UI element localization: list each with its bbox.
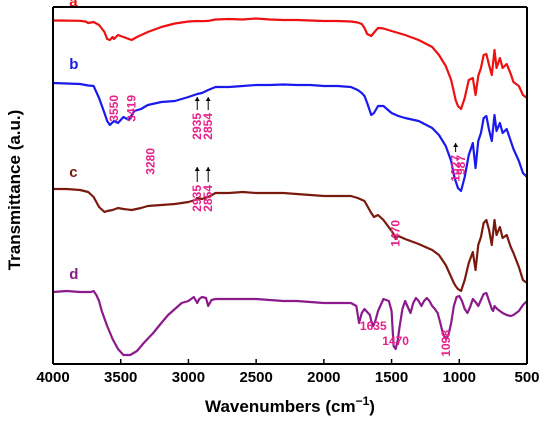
series-label-d: d [69,266,78,283]
annotation-arrowhead [205,167,211,171]
peak-annotation: 1470 [382,334,409,348]
x-ticks: 4000 3500 3000 2500 2000 1500 1000 500 [36,359,540,386]
series-label-c: c [69,164,77,181]
annotation-arrowhead [205,97,211,101]
x-tick-label: 1000 [443,369,476,386]
series-label-b: b [69,56,78,73]
series-line-c [53,187,528,293]
series-line-d [52,289,528,357]
x-tick-label: 500 [514,369,539,386]
series-label-a: a [69,0,78,11]
x-axis-title-main: Wavenumbers (cm [205,397,356,416]
peak-annotation: 3280 [144,148,158,175]
peak-annotation: 2854 [201,113,215,140]
peak-annotation: 2935 [190,185,204,212]
y-axis-title: Transmittance (a.u.) [5,110,24,271]
x-tick-label: 2500 [239,369,272,386]
peak-annotation: 2935 [190,113,204,140]
x-tick-label: 3500 [104,369,137,386]
x-tick-label: 3000 [172,369,205,386]
peak-annotation: 1470 [389,220,403,247]
series-layer: a b c d [52,0,528,357]
series-line-a [52,17,528,111]
x-tick-label: 4000 [36,369,69,386]
peak-annotation: 3419 [125,95,139,122]
annotation-arrowhead [453,143,459,147]
x-tick-label: 1500 [375,369,408,386]
peak-annotation: 987 [454,155,468,175]
axis-layer: 4000 3500 3000 2500 2000 1500 1000 500 Transmit… [5,6,540,416]
x-axis-title-superscript: −1 [356,394,370,408]
annotation-layer: 3550 341932802935285429352854102798714701… [107,95,468,357]
x-axis-title: Wavenumbers (cm−1) [205,394,375,416]
annotation-arrowhead [194,97,200,101]
peak-annotation: 1098 [439,330,453,357]
peak-annotation: 2854 [201,185,215,212]
x-axis-title-close: ) [369,397,375,416]
peak-annotation: 3550 [107,95,121,122]
annotation-arrowhead [194,167,200,171]
x-tick-label: 2000 [307,369,340,386]
peak-annotation: 1635 [360,319,387,333]
series-line-b [52,81,528,193]
peak-annotation: 1027 [449,155,463,182]
